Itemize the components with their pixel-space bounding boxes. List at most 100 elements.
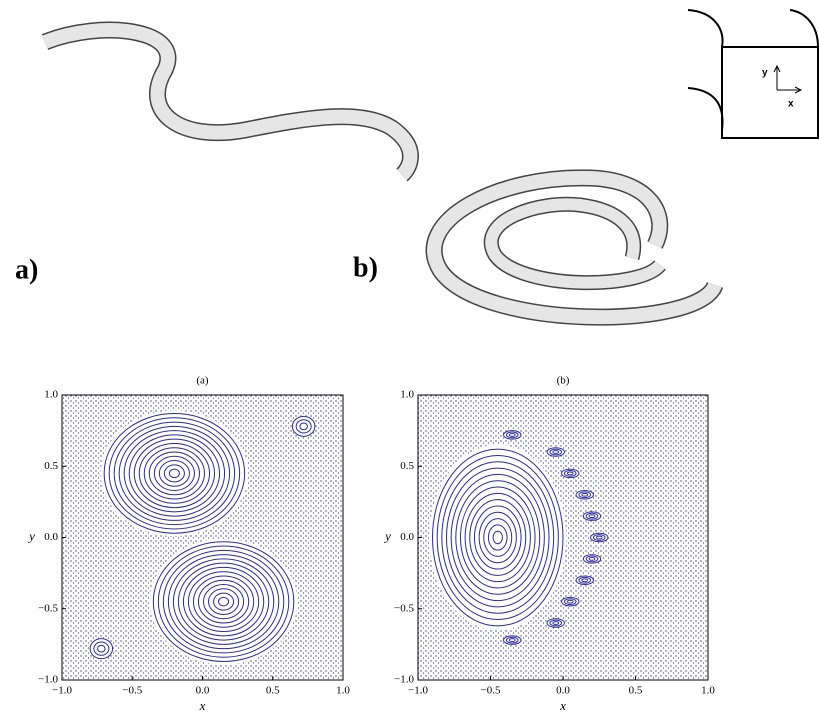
orbit [581, 492, 589, 497]
island-bg [429, 444, 567, 631]
orbit [445, 467, 550, 608]
orbit [563, 598, 577, 605]
orbit [566, 471, 574, 476]
plot-area [62, 395, 343, 680]
y-axis-label: y [27, 528, 35, 543]
plot-title: (a) [196, 375, 209, 387]
orbit [595, 535, 603, 540]
orbit [588, 556, 596, 561]
orbit [152, 541, 295, 662]
y-axis-label: y [383, 528, 391, 543]
x-tick-label: 1.0 [336, 685, 350, 697]
orbit [108, 417, 241, 530]
orbit [578, 576, 592, 584]
orbit [118, 425, 231, 521]
orbit [441, 461, 555, 614]
y-tick-label: 1.0 [400, 389, 414, 401]
y-tick-label: 0.0 [400, 531, 414, 543]
orbit [172, 558, 275, 645]
y-tick-label: 1.0 [44, 389, 58, 401]
orbit [578, 491, 592, 499]
orbit [588, 514, 596, 519]
island-bg [89, 638, 114, 660]
orbit [143, 447, 206, 500]
orbit [168, 468, 180, 479]
orbit [218, 596, 230, 607]
orbit [432, 448, 564, 627]
orbit [585, 512, 599, 520]
orbit [89, 638, 114, 660]
orbit [552, 450, 560, 454]
orbit [582, 554, 602, 564]
plot-title: (b) [557, 375, 570, 387]
orbit [148, 451, 200, 496]
orbit [133, 438, 216, 509]
x-tick-label: 0.5 [266, 685, 280, 697]
orbit [549, 448, 563, 456]
island-bg [149, 538, 298, 665]
y-tick-label: −0.5 [38, 602, 58, 614]
orbit [291, 415, 316, 437]
orbit [561, 468, 580, 479]
orbit [487, 524, 508, 551]
orbit [299, 422, 308, 431]
orbit [208, 588, 240, 615]
orbit [585, 555, 599, 563]
orbit [505, 636, 519, 644]
plot-area [418, 395, 708, 680]
orbit [549, 619, 563, 627]
x-tick-label: −1.0 [408, 685, 428, 697]
orbit [93, 641, 110, 656]
y-tick-label: 0.0 [44, 531, 58, 543]
orbit [157, 545, 290, 658]
orbit [187, 571, 260, 633]
orbit [503, 635, 522, 645]
orbit [483, 518, 513, 557]
inset-label: y [762, 68, 768, 79]
orbit [508, 638, 516, 643]
channel-a [41, 21, 419, 182]
orbit [450, 473, 545, 602]
channel-b [425, 169, 724, 326]
orbit [182, 566, 265, 637]
x-tick-label: −1.0 [52, 685, 72, 697]
orbit [455, 480, 541, 595]
orbit [113, 421, 236, 526]
x-axis-label: x [559, 698, 566, 713]
inset [687, 9, 819, 139]
orbit [153, 455, 195, 491]
orbit [546, 618, 565, 628]
orbit [505, 431, 519, 439]
orbit [552, 621, 560, 625]
orbit [103, 413, 246, 534]
island-bg [100, 410, 249, 537]
x-tick-label: −0.5 [481, 685, 501, 697]
orbit [478, 511, 517, 564]
orbit [128, 434, 221, 513]
panel-label: a) [15, 254, 38, 285]
orbit [167, 554, 280, 650]
orbit [158, 460, 190, 487]
orbit [436, 454, 559, 621]
orbit [197, 579, 250, 624]
orbit [590, 532, 609, 543]
orbit [575, 489, 594, 500]
orbit [192, 575, 255, 628]
island-bg [291, 415, 316, 437]
orbit [163, 464, 185, 483]
x-tick-label: 0.5 [629, 685, 643, 697]
orbit [503, 430, 522, 440]
orbit [563, 470, 577, 477]
orbit [469, 499, 527, 576]
orbit [464, 492, 531, 583]
x-tick-label: −0.5 [122, 685, 142, 697]
y-tick-label: 0.5 [400, 460, 414, 472]
y-tick-label: 0.5 [44, 460, 58, 472]
orbit [581, 578, 589, 583]
orbit [203, 584, 245, 620]
orbit [97, 644, 106, 653]
orbit [473, 505, 522, 570]
orbit [546, 447, 565, 457]
x-tick-label: 0.0 [196, 685, 210, 697]
